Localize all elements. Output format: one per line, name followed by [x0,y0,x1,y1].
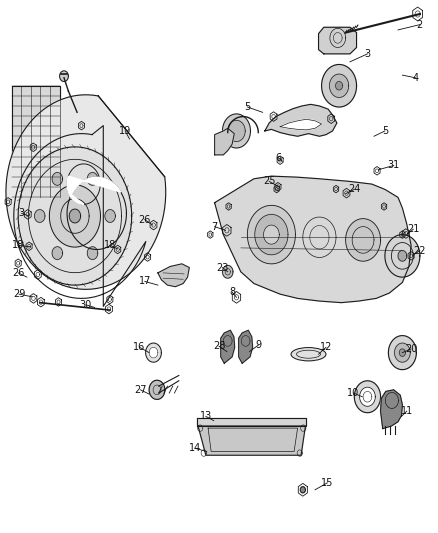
Polygon shape [87,173,98,185]
Polygon shape [49,185,100,247]
Text: 4: 4 [413,73,419,83]
Text: 3: 3 [18,208,25,219]
Text: 5: 5 [382,126,388,136]
Polygon shape [67,176,121,204]
Polygon shape [223,265,233,278]
Text: 2: 2 [417,20,423,30]
Polygon shape [215,128,234,155]
Text: 11: 11 [401,406,413,416]
Polygon shape [149,380,165,399]
Polygon shape [60,71,68,82]
Text: 26: 26 [12,268,25,278]
Polygon shape [6,95,166,289]
Polygon shape [35,209,45,222]
Polygon shape [280,119,321,130]
Polygon shape [146,343,161,362]
Polygon shape [215,176,411,303]
Polygon shape [69,209,81,223]
Text: 26: 26 [138,215,151,225]
Text: 17: 17 [138,277,151,286]
Text: 18: 18 [12,240,24,250]
Text: 25: 25 [263,176,276,187]
Text: 8: 8 [229,287,235,297]
Polygon shape [67,177,127,249]
Text: 9: 9 [255,340,261,350]
Polygon shape [336,82,343,90]
Polygon shape [228,120,245,142]
Polygon shape [247,205,295,264]
Polygon shape [329,74,349,98]
Text: 14: 14 [189,443,201,453]
Polygon shape [149,348,158,358]
Text: 30: 30 [80,300,92,310]
Polygon shape [318,27,357,54]
Polygon shape [198,426,305,455]
Text: 31: 31 [388,160,400,171]
Polygon shape [395,343,410,362]
Text: 21: 21 [407,224,420,235]
Polygon shape [52,247,63,260]
Text: 6: 6 [275,152,281,163]
Polygon shape [197,418,306,426]
Text: 24: 24 [348,184,360,195]
Text: 19: 19 [119,126,131,136]
Text: 27: 27 [134,385,147,395]
Polygon shape [221,330,235,364]
Text: 28: 28 [213,341,225,351]
Ellipse shape [291,348,326,361]
Polygon shape [18,147,132,285]
Polygon shape [223,336,232,346]
Polygon shape [265,104,337,136]
Text: 7: 7 [212,222,218,232]
Polygon shape [105,209,115,222]
Text: 13: 13 [200,411,212,422]
Text: 20: 20 [405,344,417,354]
Polygon shape [264,225,279,244]
Polygon shape [67,164,100,204]
Text: 3: 3 [364,49,371,59]
Polygon shape [158,264,189,287]
Text: 12: 12 [320,342,332,352]
Polygon shape [223,114,251,148]
Polygon shape [381,390,403,429]
Polygon shape [385,392,399,408]
Polygon shape [12,86,60,197]
Polygon shape [241,336,250,346]
Polygon shape [321,64,357,107]
Polygon shape [255,214,288,255]
Polygon shape [399,349,406,357]
Text: 29: 29 [13,289,25,299]
Polygon shape [330,28,346,47]
Polygon shape [300,487,305,493]
Text: 23: 23 [216,263,229,272]
Polygon shape [346,219,381,261]
Text: 10: 10 [347,388,360,398]
Polygon shape [398,251,407,261]
Text: 15: 15 [321,478,333,488]
Text: 22: 22 [413,246,426,255]
Polygon shape [239,330,253,364]
Polygon shape [360,387,375,406]
Text: 16: 16 [134,342,146,352]
Polygon shape [52,173,63,185]
Polygon shape [354,381,381,413]
Polygon shape [87,247,98,260]
Text: 5: 5 [244,102,251,112]
Polygon shape [385,235,420,277]
Polygon shape [389,336,417,369]
Text: 18: 18 [104,240,116,250]
